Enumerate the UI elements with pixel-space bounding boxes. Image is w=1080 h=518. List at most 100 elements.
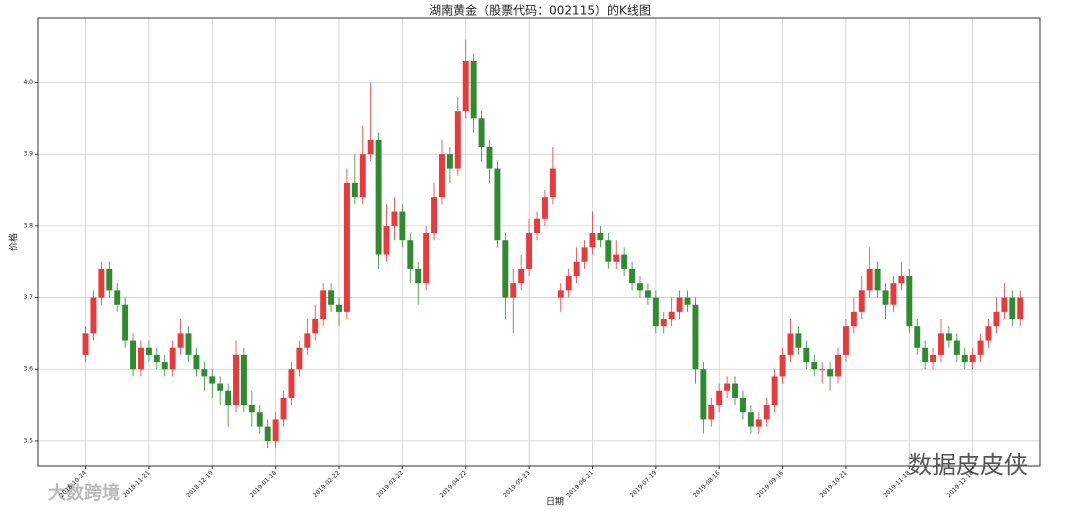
candle-body [581, 247, 588, 262]
candle-body [391, 211, 398, 226]
candle-body [233, 354, 239, 406]
candle-body [700, 369, 707, 420]
candle-body [225, 390, 232, 406]
candle-body [890, 283, 897, 305]
candle-body [169, 347, 176, 370]
candle-body [343, 182, 350, 312]
candle-body [177, 333, 184, 348]
candle-body [407, 240, 414, 269]
candle-body [763, 405, 770, 420]
candle-body [597, 233, 604, 241]
candle-body [541, 197, 548, 219]
candle-body [977, 340, 984, 355]
candle-body [415, 268, 422, 284]
candle-body [993, 311, 1000, 327]
candle-body [866, 268, 873, 291]
candle-body [161, 362, 168, 370]
plot-frame [37, 17, 1041, 467]
candle-body [106, 268, 113, 291]
candle-body [692, 304, 699, 370]
candle-body [787, 333, 794, 355]
candle-body [771, 376, 778, 406]
candle-body [637, 283, 643, 291]
candle-body [779, 354, 786, 377]
candle-body [438, 154, 445, 198]
candle-body [795, 333, 802, 348]
chart-title: 湖南黄金（股票代码：002115）的K线图 [429, 3, 651, 18]
candle-body [383, 225, 390, 255]
candle-body [494, 168, 501, 241]
y-tick-label: 3.5 [23, 437, 33, 444]
candle-body [906, 276, 913, 327]
candle-body [526, 233, 533, 269]
y-tick-label: 3.8 [23, 222, 33, 229]
candle-body [874, 268, 881, 291]
candle-body [819, 369, 826, 371]
candle-body [573, 261, 580, 277]
watermark-left: 大数跨境 [48, 482, 120, 504]
candle-body [835, 354, 841, 377]
candle-body [296, 347, 303, 370]
candle-body [803, 347, 810, 363]
candle-body [185, 333, 192, 355]
candle-body [732, 383, 739, 398]
x-axis-label: 日期 [546, 497, 564, 508]
candle-body [328, 290, 335, 305]
candle-body [336, 304, 342, 312]
candle-body [1009, 297, 1016, 320]
candle-body [557, 290, 564, 298]
candle-body [470, 61, 477, 119]
candle-body [739, 397, 746, 413]
candle-body [676, 297, 683, 312]
candle-body [359, 154, 366, 198]
candle-body [898, 276, 905, 284]
candle-body [312, 319, 319, 334]
candle-body [446, 154, 453, 169]
candle-body [961, 354, 968, 363]
candle-body [122, 304, 129, 341]
candle-body [454, 111, 461, 169]
candle-body [130, 340, 137, 370]
candle-body [138, 347, 144, 370]
candle-body [90, 297, 97, 334]
candle-body [272, 419, 279, 441]
y-tick-label: 3.7 [23, 294, 33, 301]
candle-body [668, 311, 675, 320]
candle-body [193, 354, 200, 370]
candle-body [431, 197, 438, 234]
candle-body [914, 326, 921, 348]
candle-body [280, 397, 287, 420]
candle-body [589, 233, 596, 248]
candle-body [510, 283, 517, 298]
candle-body [248, 405, 255, 413]
candle-body [217, 383, 224, 391]
candle-body [486, 147, 493, 169]
candle-body [660, 319, 667, 327]
candle-body [613, 254, 620, 262]
candle-body [549, 168, 556, 198]
y-tick-label: 4.0 [23, 79, 33, 86]
y-tick-label: 3.9 [23, 151, 33, 158]
candle-body [930, 354, 937, 363]
candle-body [1017, 297, 1024, 320]
candle-body [209, 376, 216, 384]
candle-body [969, 354, 976, 363]
candle-body [850, 311, 857, 327]
candle-body [953, 340, 960, 355]
candle-body [264, 426, 271, 441]
candle-body [518, 268, 525, 284]
candle-body [201, 369, 208, 377]
candle-body [755, 419, 762, 427]
candle-body [629, 268, 636, 284]
y-tick-label: 3.6 [23, 366, 33, 373]
candle-body [747, 412, 754, 427]
candle-body [565, 276, 572, 291]
candles [82, 39, 1024, 449]
candle-body [724, 383, 731, 391]
candle-body [621, 254, 628, 269]
candle-body [82, 333, 89, 355]
candle-body [288, 369, 295, 398]
